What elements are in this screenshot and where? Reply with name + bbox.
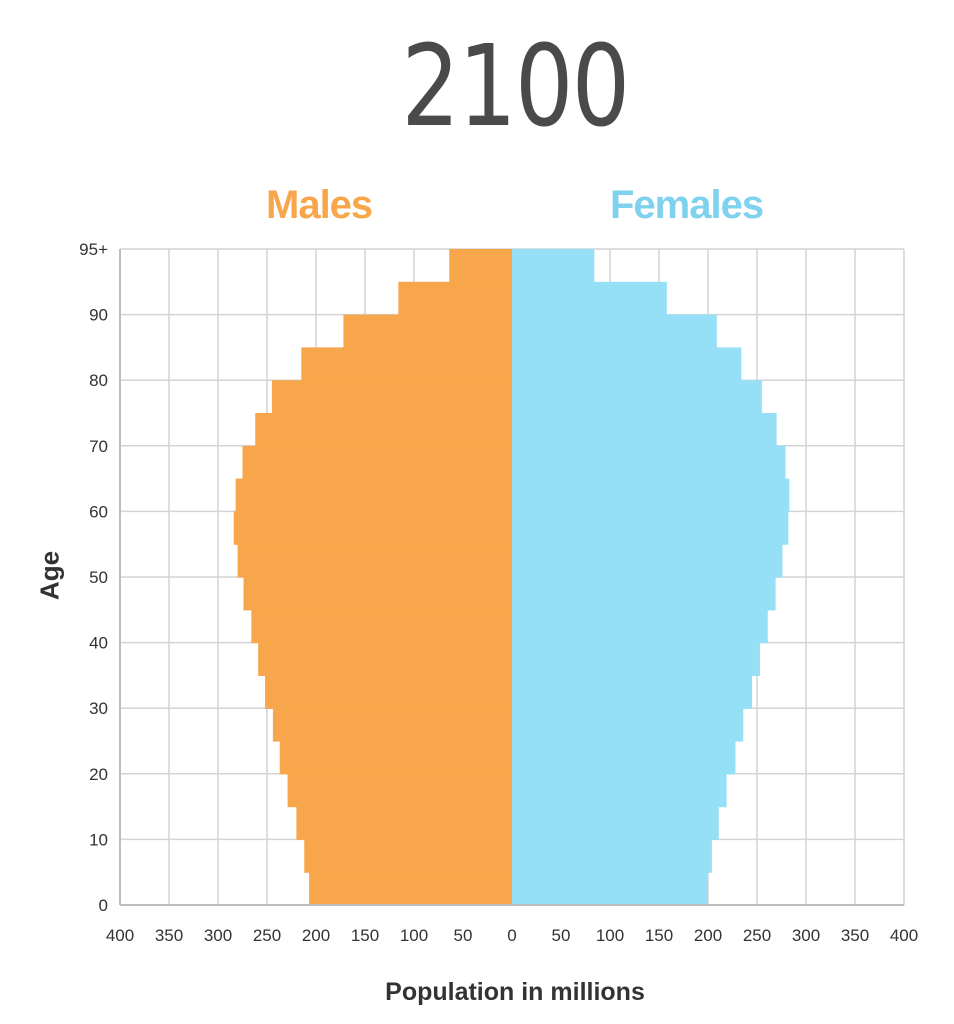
- bar-males-35-39: [258, 642, 512, 676]
- bar-males-75-79: [271, 380, 512, 414]
- bars: [233, 249, 790, 906]
- y-tick-label: 80: [89, 371, 108, 390]
- bar-females-0-4: [512, 872, 708, 906]
- y-tick-label: 0: [99, 896, 108, 915]
- x-tick-label: 150: [351, 926, 379, 945]
- bar-females-50-54: [512, 544, 783, 578]
- x-tick-label: 300: [792, 926, 820, 945]
- bar-males-80-84: [301, 347, 512, 381]
- x-tick-label: 100: [596, 926, 624, 945]
- bar-males-25-29: [272, 708, 512, 742]
- x-tick-label: 250: [743, 926, 771, 945]
- legend-females: Females: [610, 183, 764, 227]
- bar-males-15-19: [287, 773, 512, 808]
- y-axis-label: Age: [34, 550, 65, 601]
- x-tick-label: 350: [841, 926, 869, 945]
- x-tick-label: 200: [302, 926, 330, 945]
- bar-males-40-44: [251, 609, 512, 644]
- bar-females-10-14: [512, 806, 719, 840]
- chart-title: 2100: [401, 22, 630, 152]
- bar-females-85-89: [512, 314, 717, 348]
- bar-females-90-94: [512, 281, 667, 316]
- x-tick-label: 100: [400, 926, 428, 945]
- x-tick-label: 400: [106, 926, 134, 945]
- bar-females-40-44: [512, 609, 768, 644]
- bar-males-90-94: [398, 281, 512, 316]
- bar-females-15-19: [512, 773, 727, 808]
- bar-females-80-84: [512, 347, 742, 381]
- bar-females-75-79: [512, 380, 762, 414]
- bar-females-65-69: [512, 445, 786, 480]
- bar-males-70-74: [255, 413, 513, 447]
- y-tick-label: 40: [89, 634, 108, 653]
- bar-males-50-54: [237, 544, 512, 578]
- bar-males-10-14: [296, 806, 512, 840]
- x-tick-label: 0: [507, 926, 516, 945]
- bar-males-0-4: [309, 872, 512, 906]
- bar-females-60-64: [512, 478, 790, 512]
- bar-females-5-9: [512, 839, 712, 873]
- bar-males-5-9: [304, 839, 512, 873]
- bar-females-70-74: [512, 413, 777, 447]
- bar-females-20-24: [512, 741, 736, 775]
- bar-females-35-39: [512, 642, 760, 676]
- x-tick-label: 50: [552, 926, 571, 945]
- y-tick-label: 20: [89, 765, 108, 784]
- bar-males-85-89: [343, 314, 512, 348]
- x-tick-labels: 400 350 300 250 200 150 100 50 0 50 100 150 200 250 30…: [106, 926, 918, 945]
- y-tick-label: 70: [89, 437, 108, 456]
- plot-frame: [119, 249, 904, 906]
- bar-males-95+: [449, 249, 512, 283]
- bar-females-95+: [512, 249, 595, 283]
- y-tick-label: 10: [89, 830, 108, 849]
- legend-males: Males: [266, 183, 373, 227]
- x-axis-label: Population in millions: [385, 978, 645, 1006]
- bar-males-20-24: [279, 741, 512, 775]
- y-tick-label: 95+: [79, 240, 108, 259]
- x-tick-label: 150: [645, 926, 673, 945]
- y-tick-labels: 0 10 20 30 40 50 60 70 80 90 95+: [79, 240, 108, 915]
- x-tick-label: 250: [253, 926, 281, 945]
- x-tick-label: 400: [890, 926, 918, 945]
- y-tick-label: 60: [89, 502, 108, 521]
- y-tick-label: 50: [89, 568, 108, 587]
- bar-females-25-29: [512, 708, 744, 742]
- x-tick-label: 50: [454, 926, 473, 945]
- bar-males-30-34: [265, 675, 512, 709]
- y-tick-label: 90: [89, 306, 108, 325]
- bar-females-55-59: [512, 511, 789, 545]
- x-tick-label: 200: [694, 926, 722, 945]
- bar-males-55-59: [233, 511, 512, 545]
- bar-females-30-34: [512, 675, 753, 709]
- x-tick-label: 350: [155, 926, 183, 945]
- bar-males-60-64: [235, 478, 512, 512]
- y-tick-label: 30: [89, 699, 108, 718]
- bar-females-45-49: [512, 577, 776, 611]
- x-tick-label: 300: [204, 926, 232, 945]
- bar-males-45-49: [243, 577, 513, 611]
- bar-males-65-69: [242, 445, 512, 480]
